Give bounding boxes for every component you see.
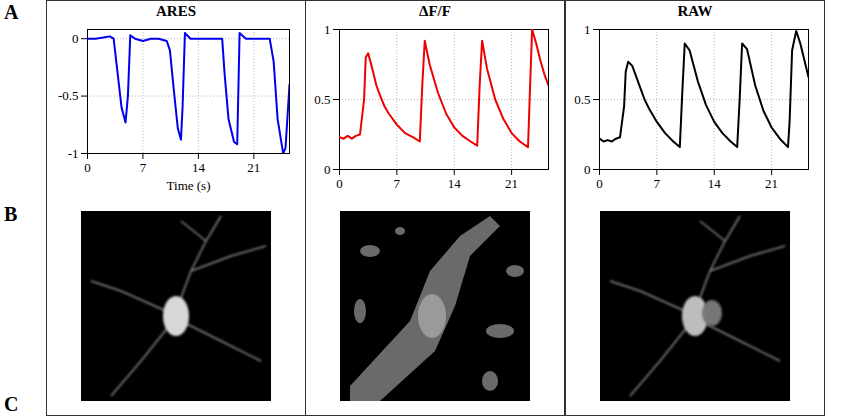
- svg-text:21: 21: [505, 176, 518, 191]
- svg-text:7: 7: [140, 160, 147, 175]
- svg-text:7: 7: [394, 176, 401, 191]
- svg-text:0: 0: [72, 31, 79, 46]
- html-text:ΔF/F: ΔF/F: [419, 3, 451, 19]
- svg-text:Time (s): Time (s): [167, 178, 211, 193]
- svg-text:0.5: 0.5: [314, 92, 330, 107]
- svg-text:14: 14: [192, 160, 206, 175]
- svg-text:-0.5: -0.5: [58, 88, 79, 103]
- svg-text:1: 1: [324, 22, 331, 37]
- svg-text:21: 21: [247, 160, 260, 175]
- svg-text:0.5: 0.5: [574, 92, 590, 107]
- html-text:RAW: RAW: [677, 3, 713, 19]
- svg-text:7: 7: [654, 176, 661, 191]
- svg-text:14: 14: [708, 176, 722, 191]
- svg-text:0: 0: [584, 162, 591, 177]
- html-text:ARES: ARES: [156, 3, 196, 19]
- html-text:B: B: [4, 203, 18, 225]
- svg-text:1: 1: [584, 22, 591, 37]
- svg-text:0: 0: [324, 162, 331, 177]
- svg-text:0: 0: [84, 160, 91, 175]
- svg-text:-1: -1: [68, 146, 79, 161]
- svg-text:0: 0: [336, 176, 343, 191]
- html-text:C: C: [4, 393, 19, 415]
- html-text:A: A: [4, 1, 19, 23]
- svg-text:0: 0: [596, 176, 603, 191]
- svg-text:21: 21: [765, 176, 778, 191]
- svg-text:14: 14: [448, 176, 462, 191]
